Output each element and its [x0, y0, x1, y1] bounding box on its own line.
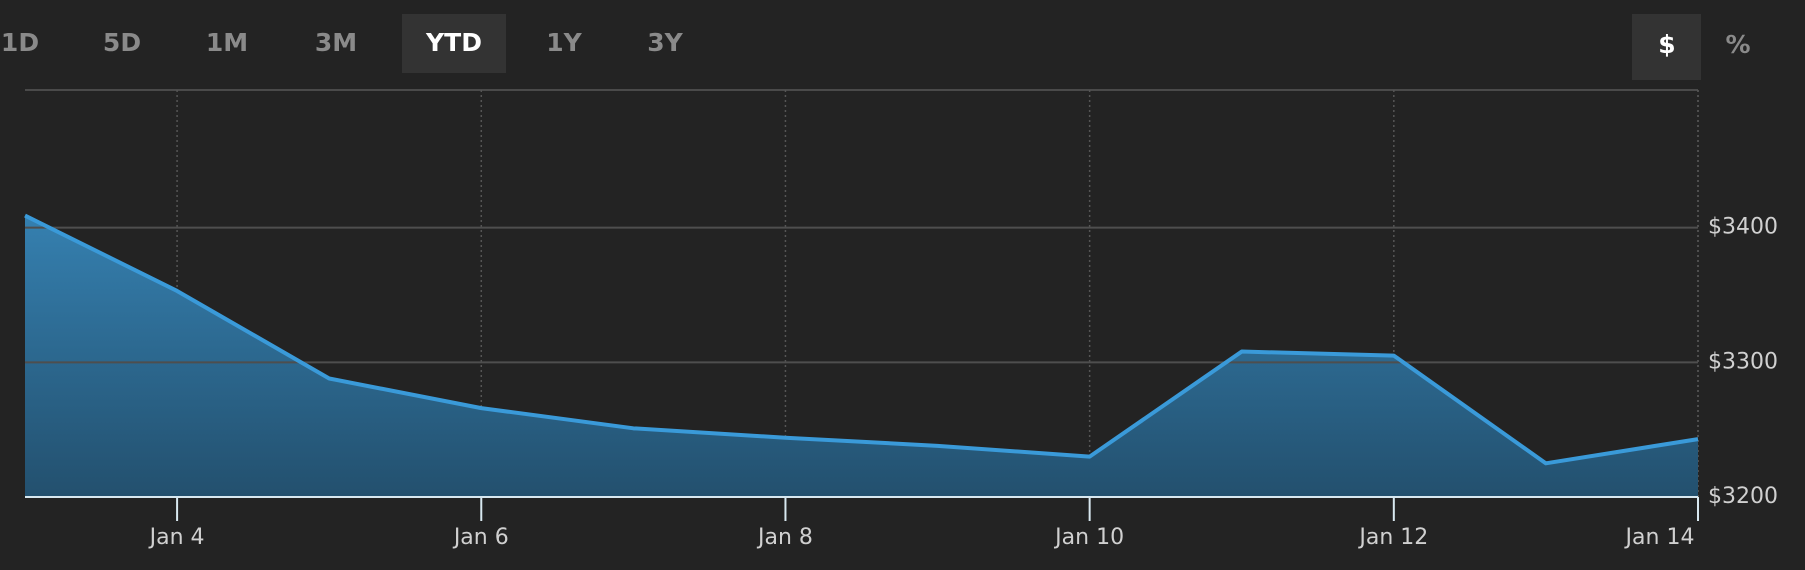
- range-button[interactable]: 1M: [206, 28, 248, 57]
- x-tick-label: Jan 4: [148, 525, 205, 550]
- x-tick-label: Jan 12: [1357, 525, 1428, 550]
- unit-button[interactable]: %: [1725, 30, 1750, 59]
- range-button[interactable]: 5D: [103, 28, 141, 57]
- x-tick-label: Jan 6: [452, 525, 509, 550]
- unit-button-bg: [1632, 14, 1701, 80]
- range-button[interactable]: 1D: [1, 28, 39, 57]
- unit-button[interactable]: $: [1658, 30, 1675, 59]
- price-area: [25, 215, 1698, 497]
- y-tick-label: $3400: [1708, 215, 1778, 240]
- y-tick-label: $3300: [1708, 349, 1778, 374]
- range-button[interactable]: YTD: [425, 28, 482, 57]
- x-tick-label: Jan 8: [756, 525, 813, 550]
- x-tick-label: Jan 10: [1053, 525, 1124, 550]
- range-button[interactable]: 3Y: [647, 28, 683, 57]
- range-button-bg: [402, 14, 506, 73]
- range-button[interactable]: 1Y: [546, 28, 582, 57]
- x-tick-label: Jan 14: [1624, 525, 1695, 550]
- y-tick-label: $3200: [1708, 484, 1778, 509]
- price-line: [24, 213, 1699, 466]
- range-button[interactable]: 3M: [315, 28, 357, 57]
